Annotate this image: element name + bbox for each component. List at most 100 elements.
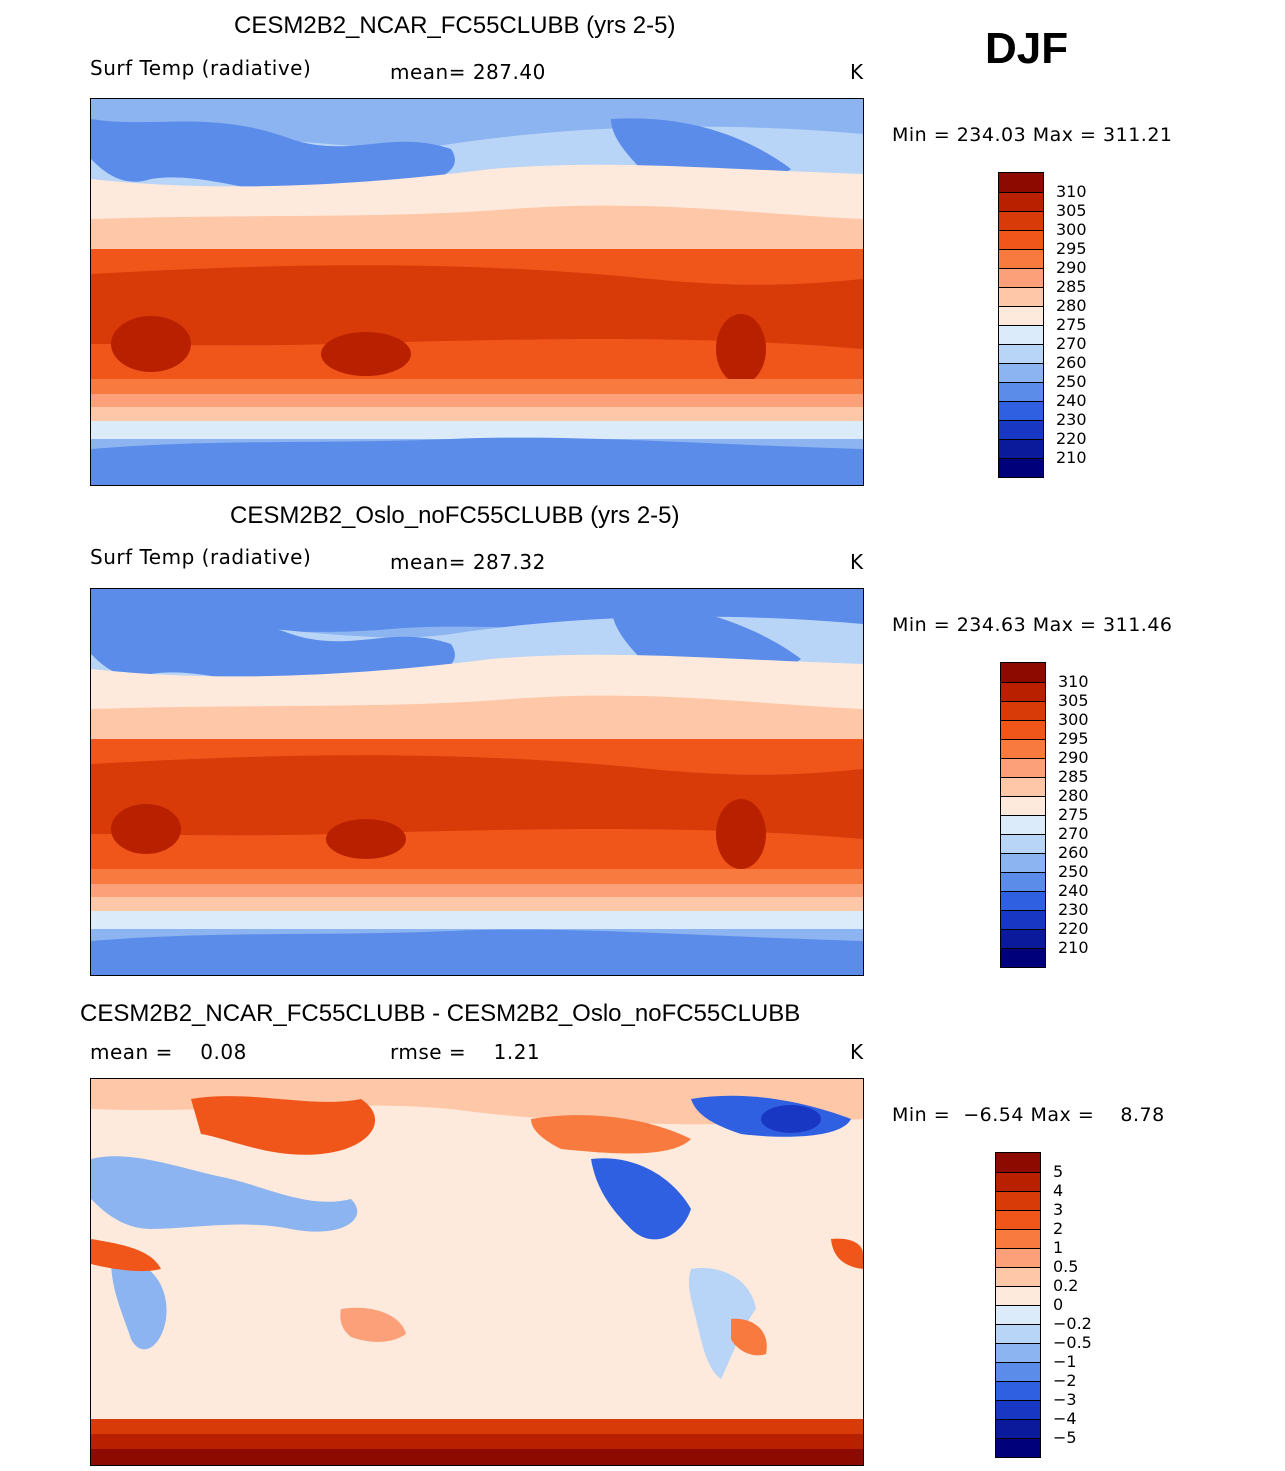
panel-1-map xyxy=(90,98,864,486)
panel-2-colorbar-swatch xyxy=(1001,815,1045,834)
panel-2-colorbar-tick: 280 xyxy=(1058,786,1089,805)
panel-2-units: K xyxy=(850,550,864,574)
panel-1-colorbar-swatch xyxy=(999,325,1043,344)
panel-3-colorbar-tick: −0.5 xyxy=(1053,1333,1092,1352)
panel-2-colorbar-swatch xyxy=(1001,663,1045,682)
panel-2-colorbar-tick: 240 xyxy=(1058,881,1089,900)
panel-3-colorbar-tick: 4 xyxy=(1053,1181,1064,1200)
panel-1-colorbar-tick: 290 xyxy=(1056,258,1087,277)
panel-1-colorbar-swatch xyxy=(999,382,1043,401)
panel-1-colorbar-swatch xyxy=(999,363,1043,382)
panel-1-colorbar-swatch xyxy=(999,306,1043,325)
panel-2-colorbar-swatch xyxy=(1001,796,1045,815)
panel-3-colorbar-swatch xyxy=(996,1286,1040,1305)
panel-1-colorbar-tick: 210 xyxy=(1056,448,1087,467)
panel-2-map xyxy=(90,588,864,976)
panel-3-colorbar-swatch xyxy=(996,1381,1040,1400)
panel-2-colorbar-swatch xyxy=(1001,701,1045,720)
panel-1-colorbar-swatch xyxy=(999,344,1043,363)
panel-2-colorbar-tick: 260 xyxy=(1058,843,1089,862)
panel-3-colorbar-swatch xyxy=(996,1324,1040,1343)
panel-1-colorbar-tick: 275 xyxy=(1056,315,1087,334)
panel-3-colorbar-tick: −5 xyxy=(1053,1428,1077,1447)
panel-3-mean-label: mean = 0.08 xyxy=(90,1040,247,1064)
panel-1-title: CESM2B2_NCAR_FC55CLUBB (yrs 2-5) xyxy=(234,12,676,39)
panel-2-colorbar-tick: 305 xyxy=(1058,691,1089,710)
panel-2-colorbar-tick: 210 xyxy=(1058,938,1089,957)
panel-2-colorbar-swatch xyxy=(1001,777,1045,796)
panel-2-colorbar-tick: 275 xyxy=(1058,805,1089,824)
panel-3-colorbar-tick: 3 xyxy=(1053,1200,1064,1219)
panel-2-colorbar-tick: 310 xyxy=(1058,672,1089,691)
panel-1-minmax: Min = 234.03 Max = 311.21 xyxy=(892,124,1173,146)
panel-3-colorbar-swatch xyxy=(996,1419,1040,1438)
panel-1-colorbar-swatch xyxy=(999,230,1043,249)
panel-1-colorbar-tick: 220 xyxy=(1056,429,1087,448)
panel-3-title: CESM2B2_NCAR_FC55CLUBB - CESM2B2_Oslo_no… xyxy=(80,1000,801,1027)
panel-1-colorbar-swatch xyxy=(999,401,1043,420)
panel-3-colorbar-swatch xyxy=(996,1191,1040,1210)
panel-2-colorbar-swatch xyxy=(1001,891,1045,910)
panel-1-colorbar-swatch xyxy=(999,173,1043,192)
panel-1-colorbar-tick: 300 xyxy=(1056,220,1087,239)
panel-2-colorbar-tick: 250 xyxy=(1058,862,1089,881)
panel-3-colorbar-tick: −2 xyxy=(1053,1371,1077,1390)
panel-1-colorbar xyxy=(998,172,1044,478)
panel-2-colorbar-tick: 285 xyxy=(1058,767,1089,786)
panel-3-colorbar-tick: 2 xyxy=(1053,1219,1064,1238)
panel-2-minmax: Min = 234.63 Max = 311.46 xyxy=(892,614,1173,636)
panel-1-colorbar-tick: 310 xyxy=(1056,182,1087,201)
panel-1-colorbar-swatch xyxy=(999,439,1043,458)
panel-3-colorbar-tick: 0.2 xyxy=(1053,1276,1079,1295)
panel-1-colorbar-swatch xyxy=(999,287,1043,306)
panel-3-map-field xyxy=(91,1079,863,1465)
panel-1-colorbar-swatch xyxy=(999,420,1043,439)
panel-3-colorbar-swatch xyxy=(996,1248,1040,1267)
panel-1-colorbar-tick: 250 xyxy=(1056,372,1087,391)
panel-2-mean-label: mean= 287.32 xyxy=(390,550,546,574)
panel-1-colorbar-swatch xyxy=(999,249,1043,268)
panel-1-colorbar-tick: 260 xyxy=(1056,353,1087,372)
panel-3-colorbar-swatch xyxy=(996,1343,1040,1362)
panel-2-colorbar-tick: 230 xyxy=(1058,900,1089,919)
panel-2-colorbar-swatch xyxy=(1001,720,1045,739)
panel-2-variable-label: Surf Temp (radiative) xyxy=(90,545,312,569)
panel-3-colorbar-tick: −0.2 xyxy=(1053,1314,1092,1333)
panel-2-colorbar-tick: 290 xyxy=(1058,748,1089,767)
panel-1-colorbar-tick: 280 xyxy=(1056,296,1087,315)
panel-1-colorbar-tick: 270 xyxy=(1056,334,1087,353)
panel-3-colorbar-swatch xyxy=(996,1362,1040,1381)
panel-2-colorbar-swatch xyxy=(1001,739,1045,758)
panel-1-variable-label: Surf Temp (radiative) xyxy=(90,56,312,80)
panel-2-colorbar-swatch xyxy=(1001,910,1045,929)
panel-3-rmse-label: rmse = 1.21 xyxy=(390,1040,541,1064)
panel-2-colorbar-swatch xyxy=(1001,872,1045,891)
panel-3-colorbar-swatch xyxy=(996,1210,1040,1229)
panel-2-colorbar-swatch xyxy=(1001,929,1045,948)
panel-1-colorbar-tick: 305 xyxy=(1056,201,1087,220)
panel-1-units: K xyxy=(850,60,864,84)
panel-2-title: CESM2B2_Oslo_noFC55CLUBB (yrs 2-5) xyxy=(230,502,680,529)
panel-2-map-field xyxy=(91,589,863,975)
panel-2-colorbar-swatch xyxy=(1001,682,1045,701)
panel-2-colorbar-swatch xyxy=(1001,853,1045,872)
panel-3-map xyxy=(90,1078,864,1466)
season-label: DJF xyxy=(985,24,1069,73)
panel-3-colorbar-swatch xyxy=(996,1172,1040,1191)
panel-1-mean-label: mean= 287.40 xyxy=(390,60,546,84)
panel-3-colorbar-tick: −3 xyxy=(1053,1390,1077,1409)
panel-3-colorbar-tick: 0 xyxy=(1053,1295,1064,1314)
panel-1-colorbar-tick: 230 xyxy=(1056,410,1087,429)
panel-3-colorbar-swatch xyxy=(996,1153,1040,1172)
panel-2-colorbar-swatch xyxy=(1001,758,1045,777)
panel-2-colorbar-swatch xyxy=(1001,948,1045,967)
panel-3-units: K xyxy=(850,1040,864,1064)
panel-1-colorbar-swatch xyxy=(999,268,1043,287)
panel-3-colorbar-tick: 5 xyxy=(1053,1162,1064,1181)
panel-3-colorbar-swatch xyxy=(996,1267,1040,1286)
panel-1-colorbar-swatch xyxy=(999,192,1043,211)
panel-2-colorbar-tick: 300 xyxy=(1058,710,1089,729)
panel-1-colorbar-tick: 285 xyxy=(1056,277,1087,296)
panel-3-colorbar xyxy=(995,1152,1041,1458)
panel-2-colorbar xyxy=(1000,662,1046,968)
